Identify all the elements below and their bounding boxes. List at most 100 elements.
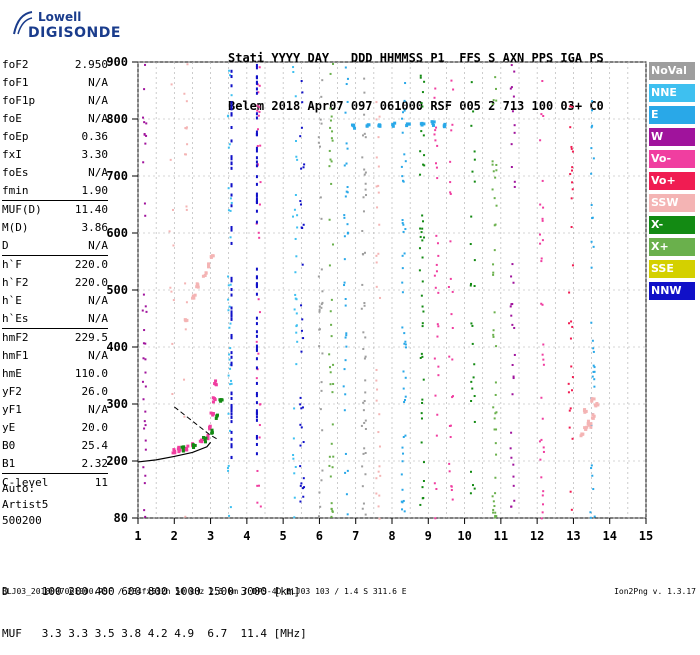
noise-dot (420, 231, 423, 234)
noise-dot (495, 515, 498, 518)
column-dot (230, 409, 233, 413)
param-key: yF2 (2, 385, 22, 398)
param-key: yE (2, 421, 16, 434)
noise-dot (255, 340, 258, 343)
trace-point (586, 419, 590, 423)
noise-dot (509, 87, 512, 90)
noise-dot (421, 305, 424, 308)
noise-dot (227, 374, 230, 377)
x-tick-label: 15 (639, 529, 653, 543)
noise-dot (437, 365, 440, 368)
noise-dot (471, 324, 474, 327)
noise-dot (541, 217, 544, 220)
noise-dot (255, 377, 258, 380)
noise-dot (295, 312, 298, 315)
trace-point (192, 296, 196, 300)
noise-dot (493, 311, 496, 314)
trace-point (213, 382, 217, 386)
noise-dot (451, 290, 454, 293)
noise-dot (434, 517, 437, 520)
noise-dot (592, 157, 595, 160)
noise-dot (330, 115, 333, 118)
column-dot (230, 107, 233, 111)
noise-dot (332, 455, 335, 458)
legend-entry: E (649, 106, 695, 124)
noise-dot (302, 477, 305, 480)
column-dot (255, 116, 258, 120)
trace-point (209, 411, 213, 415)
noise-dot (183, 92, 186, 95)
noise-dot (302, 166, 305, 169)
noise-dot (377, 165, 380, 168)
noise-dot (541, 353, 544, 356)
noise-dot (419, 74, 422, 77)
noise-dot (422, 479, 425, 482)
noise-dot (376, 388, 379, 391)
noise-dot (142, 466, 145, 469)
noise-dot (471, 170, 474, 173)
noise-dot (361, 507, 364, 510)
noise-dot (320, 303, 323, 306)
noise-dot (509, 305, 512, 308)
noise-dot (256, 501, 259, 504)
noise-dot (401, 488, 404, 491)
noise-dot (375, 368, 378, 371)
noise-dot (256, 145, 259, 148)
noise-dot (345, 345, 348, 348)
noise-dot (538, 233, 541, 236)
noise-dot (346, 223, 349, 226)
noise-dot (570, 508, 573, 511)
param-row: hmF1 N/A (2, 347, 108, 365)
column-dot (230, 415, 233, 419)
header-field-value: 097 (350, 99, 380, 113)
column-dot (255, 209, 258, 213)
noise-dot (400, 165, 403, 168)
x-tick-label: 11 (494, 529, 508, 543)
param-key: foF1 (2, 76, 29, 89)
noise-dot (142, 398, 145, 401)
noise-dot (258, 110, 261, 113)
param-value: 0.36 (81, 130, 109, 143)
noise-dot (168, 230, 171, 233)
noise-dot (422, 378, 425, 381)
param-value: 11 (94, 476, 108, 489)
column-dot (230, 157, 233, 161)
scaled-parameters: foF2 2.950 foF1 N/A foF1p N/A foE N/A foEp 0.36 fx… (2, 56, 108, 492)
noise-dot (569, 173, 572, 176)
noise-dot (590, 147, 593, 150)
noise-dot (421, 280, 424, 283)
noise-dot (228, 326, 231, 329)
param-key: hmF1 (2, 349, 29, 362)
noise-dot (450, 79, 453, 82)
noise-dot (328, 149, 331, 152)
noise-dot (403, 401, 406, 404)
noise-dot (422, 310, 425, 313)
noise-dot (229, 74, 232, 77)
legend-entry: SSW (649, 194, 695, 212)
noise-dot (510, 314, 513, 317)
noise-dot (362, 502, 365, 505)
noise-dot (345, 190, 348, 193)
noise-dot (258, 66, 261, 69)
param-separator (2, 255, 108, 256)
noise-dot (512, 95, 515, 98)
noise-dot (294, 237, 297, 240)
noise-dot (494, 492, 497, 495)
x-tick-label: 9 (425, 529, 432, 543)
noise-dot (419, 173, 422, 176)
noise-dot (593, 515, 596, 518)
noise-dot (344, 336, 347, 339)
param-key: hmE (2, 367, 22, 380)
param-separator (2, 473, 108, 474)
noise-dot (494, 514, 497, 517)
trace-point (591, 413, 595, 417)
trace-point (353, 126, 357, 130)
param-row: h`F2 220.0 (2, 274, 108, 292)
trace-point (584, 427, 588, 431)
noise-dot (449, 424, 452, 427)
noise-dot (295, 331, 298, 334)
noise-dot (172, 244, 175, 247)
noise-dot (228, 69, 231, 72)
x-tick-label: 4 (243, 529, 250, 543)
noise-dot (343, 368, 346, 371)
